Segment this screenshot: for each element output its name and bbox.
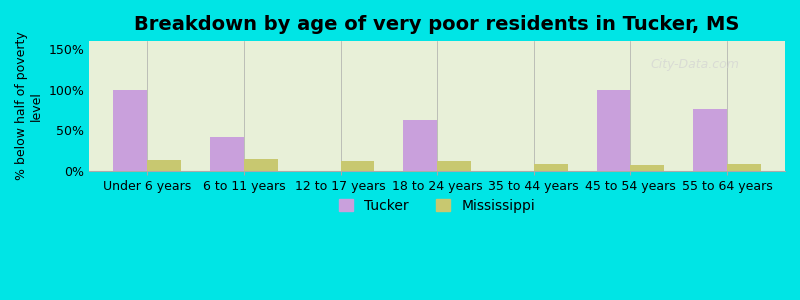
Bar [147, 160, 181, 171]
Bar [341, 161, 374, 171]
Bar [244, 159, 278, 171]
Bar [597, 90, 630, 171]
Bar [534, 164, 567, 171]
Bar [694, 109, 727, 171]
Text: City-Data.com: City-Data.com [650, 58, 739, 71]
Bar [630, 165, 664, 171]
Bar [114, 90, 147, 171]
Legend: Tucker, Mississippi: Tucker, Mississippi [334, 194, 541, 218]
Y-axis label: % below half of poverty
level: % below half of poverty level [15, 32, 43, 180]
Title: Breakdown by age of very poor residents in Tucker, MS: Breakdown by age of very poor residents … [134, 15, 740, 34]
Bar [437, 161, 471, 171]
Bar [403, 120, 437, 171]
Bar [727, 164, 761, 171]
Bar [210, 137, 244, 171]
